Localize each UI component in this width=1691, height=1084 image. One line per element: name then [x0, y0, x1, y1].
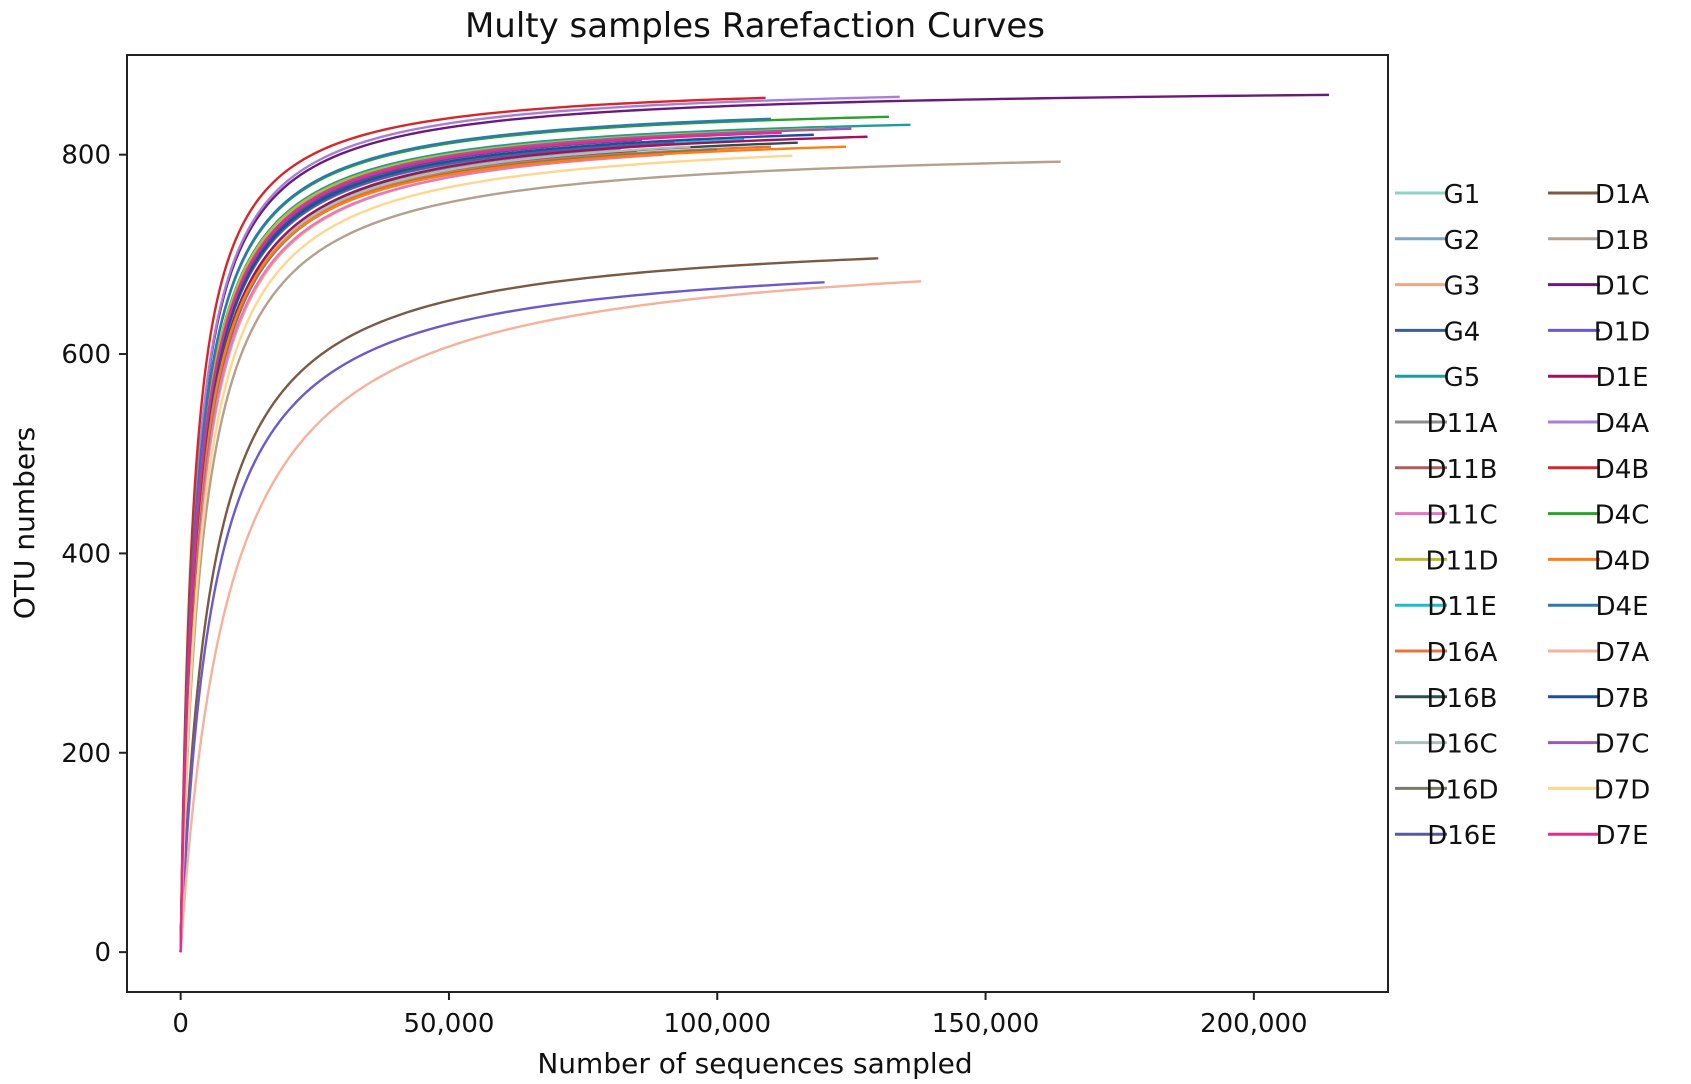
legend-label-d1b: D1B — [1595, 226, 1649, 256]
legend-label-g5: G5 — [1444, 363, 1481, 393]
legend-label-d7d: D7D — [1594, 775, 1651, 805]
legend-label-d7a: D7A — [1595, 638, 1650, 668]
legend-label-g2: G2 — [1444, 226, 1481, 256]
legend-label-d11e: D11E — [1427, 592, 1497, 622]
legend-label-d4d: D4D — [1594, 546, 1651, 576]
series-line-d1c — [179, 93, 1329, 953]
legend-label-d1c: D1C — [1595, 272, 1650, 302]
legend: G1 G2 G3 G4 G5 D11A D11B D11C D11D D11E D16A D16B D1… — [1395, 180, 1650, 851]
y-tick-label: 800 — [61, 141, 111, 171]
legend-label-d4a: D4A — [1595, 409, 1650, 439]
x-tick-label: 0 — [172, 1009, 189, 1039]
legend-label-d16b: D16B — [1427, 684, 1498, 714]
legend-label-d4b: D4B — [1595, 455, 1649, 485]
x-axis-ticks: 0 50,000 100,000 150,000 200,000 — [172, 992, 1308, 1039]
series-line-d7d — [179, 154, 793, 953]
legend-label-d16c: D16C — [1426, 730, 1497, 760]
legend-label-d16a: D16A — [1427, 638, 1498, 668]
series-line-d11d — [179, 127, 825, 953]
legend-label-g4: G4 — [1444, 317, 1481, 347]
legend-label-d1d: D1D — [1594, 317, 1651, 347]
series-line-d4c — [179, 115, 889, 953]
plot-frame — [126, 54, 1389, 993]
legend-label-d1a: D1A — [1595, 180, 1650, 210]
series-line-d7a — [179, 280, 922, 953]
legend-label-d7c: D7C — [1595, 730, 1650, 760]
legend-label-d16e: D16E — [1427, 821, 1497, 851]
series-curves — [179, 93, 1329, 953]
series-line-d4b — [179, 96, 766, 953]
y-axis-label: OTU numbers — [8, 427, 41, 619]
series-line-d1e — [179, 135, 868, 953]
series-line-d1a — [179, 257, 879, 953]
legend-label-d16d: D16D — [1425, 775, 1498, 805]
legend-label-d4c: D4C — [1595, 501, 1650, 531]
legend-label-d11d: D11D — [1425, 546, 1498, 576]
series-line-d1d — [179, 281, 825, 953]
series-line-d1b — [179, 160, 1061, 953]
series-line-d11a — [179, 140, 707, 953]
legend-label-d7e: D7E — [1596, 821, 1649, 851]
chart-title: Multy samples Rarefaction Curves — [465, 6, 1045, 46]
legend-label-d1e: D1E — [1596, 363, 1649, 393]
legend-label-g3: G3 — [1444, 272, 1481, 302]
legend-label-d11b: D11B — [1427, 455, 1498, 485]
y-tick-label: 0 — [94, 938, 111, 968]
y-tick-label: 400 — [61, 539, 111, 569]
x-tick-label: 50,000 — [403, 1009, 494, 1039]
series-line-d7e — [179, 131, 782, 953]
x-tick-label: 150,000 — [932, 1009, 1040, 1039]
series-line-g5 — [179, 123, 911, 953]
legend-label-d11c: D11C — [1426, 501, 1497, 531]
y-tick-label: 200 — [61, 739, 111, 769]
x-axis-label: Number of sequences sampled — [537, 1047, 972, 1080]
y-axis-ticks: 0 200 400 600 800 — [61, 141, 127, 968]
legend-label-d4e: D4E — [1596, 592, 1649, 622]
x-tick-label: 200,000 — [1200, 1009, 1308, 1039]
legend-label-d11a: D11A — [1427, 409, 1498, 439]
y-tick-label: 600 — [61, 340, 111, 370]
x-tick-label: 100,000 — [663, 1009, 771, 1039]
legend-label-d7b: D7B — [1595, 684, 1649, 714]
legend-label-g1: G1 — [1444, 180, 1481, 210]
